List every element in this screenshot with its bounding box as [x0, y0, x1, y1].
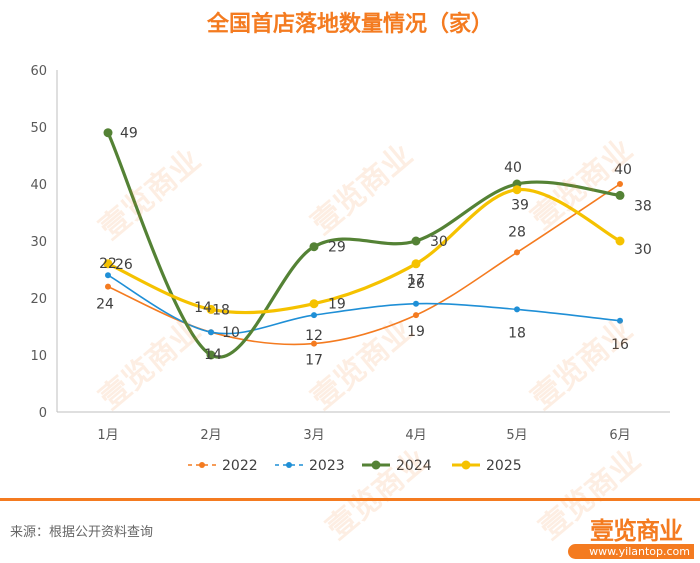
data-label: 17 [407, 273, 425, 289]
data-point [208, 329, 214, 336]
data-label: 39 [511, 198, 529, 214]
y-tick-label: 60 [30, 64, 47, 79]
data-point [311, 312, 317, 319]
data-label: 28 [508, 224, 526, 240]
series-line [106, 131, 622, 359]
data-label: 30 [430, 234, 448, 250]
data-label: 18 [508, 325, 526, 341]
series-line [106, 188, 622, 315]
legend-label: 2022 [222, 458, 258, 474]
data-label: 10 [222, 325, 240, 341]
chart-axes: 0 10 20 30 40 50 60 1月 2月 3月 4月 5月 6月 [30, 64, 670, 443]
data-point [615, 190, 625, 200]
footer-divider [0, 498, 700, 501]
y-tick-label: 50 [30, 121, 47, 136]
data-point [103, 259, 113, 269]
data-label: 29 [328, 240, 346, 256]
data-label: 17 [305, 353, 323, 369]
data-point [105, 272, 111, 279]
legend-item: 2023 [275, 458, 345, 474]
line-chart: 0 10 20 30 40 50 60 1月 2月 3月 4月 5月 6月 24 10 17 19 28 40 22… [30, 64, 670, 474]
x-tick-label: 2月 [200, 428, 221, 443]
data-label: 12 [305, 328, 323, 344]
data-label: 16 [611, 337, 629, 353]
chart-legend: 2022 2023 2024 2025 [188, 458, 522, 474]
data-point [103, 128, 113, 138]
x-tick-label: 1月 [97, 428, 118, 443]
data-label: 40 [614, 162, 632, 178]
x-tick-label: 5月 [506, 428, 527, 443]
data-point [617, 181, 623, 187]
series-line [107, 274, 621, 335]
series-2025 [103, 185, 625, 315]
legend-item: 2022 [188, 458, 258, 474]
data-label: 38 [634, 198, 652, 214]
legend-item: 2024 [362, 458, 432, 474]
legend-swatch-marker [199, 462, 205, 468]
data-point [411, 236, 421, 246]
source-note: 来源：根据公开资料查询 [10, 525, 154, 540]
data-point [311, 340, 317, 347]
data-label: 49 [120, 126, 138, 142]
y-tick-label: 40 [30, 178, 47, 193]
data-point [309, 299, 319, 309]
data-point [617, 317, 623, 324]
series-2023 [105, 272, 623, 336]
y-tick-label: 0 [39, 406, 47, 421]
y-tick-label: 10 [30, 349, 47, 364]
legend-label: 2023 [309, 458, 345, 474]
data-label: 30 [634, 242, 652, 258]
data-label: 26 [407, 276, 425, 292]
y-tick-label: 30 [30, 235, 47, 250]
data-point [105, 283, 111, 290]
data-point [206, 350, 216, 360]
data-point [411, 259, 421, 269]
data-point [514, 249, 520, 256]
data-label: 19 [407, 324, 425, 340]
data-point [413, 300, 419, 307]
y-tick-label: 20 [30, 292, 47, 307]
brand-url[interactable]: www.yilantop.com [568, 544, 694, 559]
legend-item: 2025 [452, 458, 522, 474]
data-label: 18 [212, 302, 230, 318]
legend-swatch-marker [286, 462, 292, 468]
data-label: 14 [204, 347, 222, 363]
data-point [309, 242, 319, 252]
data-point [514, 306, 520, 313]
data-label: 40 [504, 160, 522, 176]
data-labels: 24 10 17 19 28 40 22 14 12 17 18 16 49 14 29 30 40 38 26 18… [96, 126, 652, 369]
data-label: 19 [328, 297, 346, 313]
data-point [206, 304, 216, 314]
x-tick-label: 6月 [609, 428, 630, 443]
brand-logo: 壹览商业 [590, 517, 683, 545]
legend-swatch-marker [371, 460, 381, 470]
data-point [413, 312, 419, 319]
data-label: 14 [194, 300, 212, 316]
x-tick-label: 3月 [303, 428, 324, 443]
data-point [512, 185, 522, 195]
legend-label: 2024 [396, 458, 432, 474]
legend-swatch-marker [461, 460, 471, 470]
chart-series [103, 128, 625, 360]
data-label: 26 [115, 257, 133, 273]
data-point [615, 236, 625, 246]
series-2024 [103, 128, 625, 360]
chart-title: 全国首店落地数量情况（家） [206, 12, 493, 37]
x-tick-label: 4月 [405, 428, 426, 443]
data-label: 22 [99, 256, 117, 272]
data-label: 24 [96, 297, 114, 313]
legend-label: 2025 [486, 458, 522, 474]
